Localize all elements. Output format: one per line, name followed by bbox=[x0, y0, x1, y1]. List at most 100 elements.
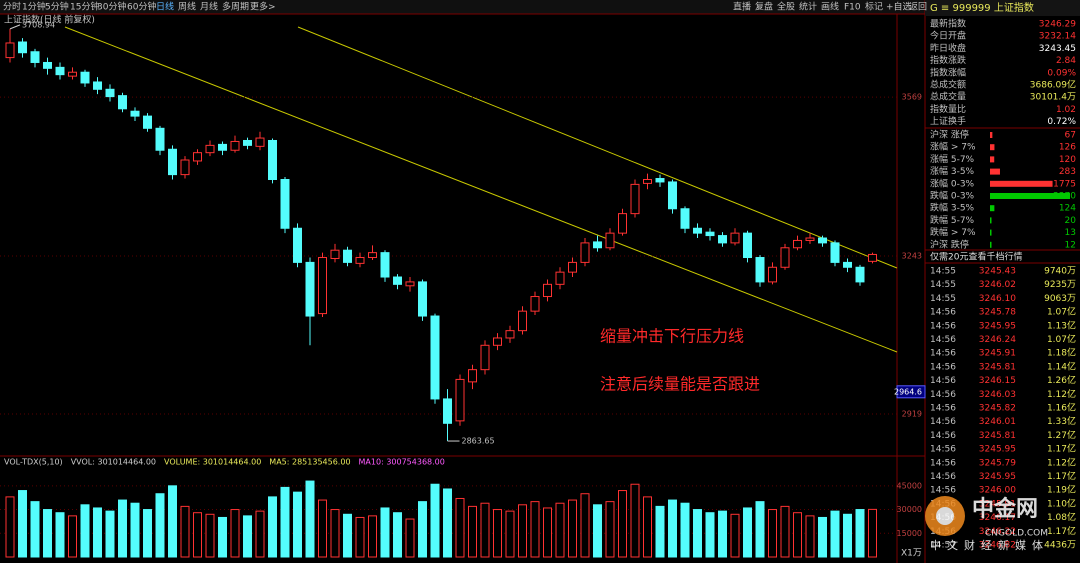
tick-time: 14:56 bbox=[930, 417, 956, 427]
tick-price: 3246.00 bbox=[979, 486, 1016, 496]
volume-bar bbox=[80, 504, 90, 558]
candle-body bbox=[380, 252, 390, 278]
quote-value: 3232.14 bbox=[1039, 32, 1076, 42]
period-tab[interactable]: 5分钟 bbox=[45, 1, 69, 13]
candle-body bbox=[793, 239, 802, 249]
tick-volume: 1.10亿 bbox=[1047, 497, 1076, 509]
breadth-label: 跌幅 0-3% bbox=[930, 190, 975, 202]
candle-body bbox=[855, 266, 865, 283]
volume-bar bbox=[405, 518, 415, 558]
period-tab[interactable]: 1分钟 bbox=[22, 1, 46, 13]
candle-body bbox=[330, 249, 340, 259]
breadth-bar bbox=[990, 132, 993, 138]
breadth-count: 283 bbox=[1059, 167, 1076, 177]
tick-price: 3246.02 bbox=[979, 280, 1016, 290]
quote-label: 指数涨跌 bbox=[930, 54, 966, 66]
tick-price: 3245.79 bbox=[979, 458, 1016, 468]
volume-bar bbox=[443, 488, 452, 558]
volume-bar bbox=[543, 507, 552, 558]
tick-time: 14:56 bbox=[930, 308, 956, 318]
tick-price: 3245.95 bbox=[979, 445, 1016, 455]
tool-button[interactable]: 返回 bbox=[909, 1, 927, 13]
candle-body bbox=[493, 337, 502, 346]
period-tab[interactable]: 月线 bbox=[200, 1, 218, 13]
breadth-bar bbox=[990, 205, 995, 212]
tick-time: 14:55 bbox=[930, 280, 956, 290]
candle-body bbox=[68, 71, 77, 77]
quote-value: 3686.09亿 bbox=[1030, 79, 1076, 91]
candle-body bbox=[705, 231, 715, 237]
tool-button[interactable]: 画线 bbox=[821, 1, 839, 13]
tick-price: 3246.01 bbox=[979, 417, 1016, 427]
tool-button[interactable]: +自选 bbox=[886, 1, 912, 13]
tool-button[interactable]: 复盘 bbox=[755, 1, 773, 13]
volume-bar bbox=[243, 515, 252, 558]
volume-bar bbox=[668, 499, 677, 558]
volume-bar bbox=[855, 509, 865, 558]
tick-volume: 1.27亿 bbox=[1047, 429, 1076, 441]
tool-button[interactable]: 全股 bbox=[777, 1, 795, 13]
candle-body bbox=[680, 208, 690, 229]
volume-bar bbox=[330, 509, 340, 558]
candle-body bbox=[693, 227, 702, 234]
volume-bar bbox=[18, 490, 27, 558]
volume-bar bbox=[555, 502, 565, 558]
tick-volume: 1.17亿 bbox=[1047, 470, 1076, 482]
period-tab[interactable]: 日线 bbox=[156, 1, 174, 13]
volume-tick-label: 30000 bbox=[897, 505, 922, 514]
breadth-count: 20 bbox=[1065, 216, 1077, 226]
candle-body bbox=[518, 310, 527, 332]
candle-body bbox=[555, 271, 565, 285]
quote-header: G ≡ 999999 上证指数 bbox=[930, 1, 1034, 14]
tool-button[interactable]: 统计 bbox=[799, 1, 817, 13]
period-tab[interactable]: 60分钟 bbox=[127, 1, 156, 13]
period-tab[interactable]: 多周期 bbox=[222, 1, 249, 13]
period-tab[interactable]: 周线 bbox=[178, 1, 196, 13]
period-tab[interactable]: 分时 bbox=[3, 1, 21, 13]
candle-body bbox=[593, 241, 602, 249]
volume-tick-label: 15000 bbox=[897, 529, 922, 538]
chart-title: 上证指数(日线 前复权) bbox=[4, 14, 95, 26]
volume-bar bbox=[55, 512, 65, 558]
volume-bar bbox=[218, 516, 227, 558]
candle-body bbox=[168, 148, 177, 176]
tool-button[interactable]: 直播 bbox=[733, 1, 751, 13]
quote-label: 指数量比 bbox=[930, 103, 966, 115]
tick-volume: 1.07亿 bbox=[1047, 306, 1076, 318]
candle-body bbox=[305, 261, 315, 317]
promo[interactable]: 仅需20元查看千档行情 bbox=[930, 251, 1022, 263]
tick-time: 14:56 bbox=[930, 335, 956, 345]
breadth-label: 涨幅 0-3% bbox=[930, 177, 975, 189]
annotation: 缩量冲击下行压力线 bbox=[600, 327, 744, 346]
period-tab[interactable]: 更多> bbox=[250, 1, 276, 13]
tick-price: 3245.43 bbox=[979, 267, 1016, 277]
volume-header: VOL-TDX(5,10) bbox=[4, 458, 63, 467]
tool-button[interactable]: F10 bbox=[844, 3, 861, 13]
volume-bar bbox=[593, 504, 602, 558]
candle-body bbox=[718, 235, 727, 244]
volume-bar bbox=[205, 513, 215, 558]
period-tab[interactable]: 15分钟 bbox=[70, 1, 99, 13]
period-tab[interactable]: 30分钟 bbox=[97, 1, 126, 13]
breadth-bar bbox=[990, 180, 1053, 187]
volume-bar bbox=[530, 501, 540, 558]
candle-body bbox=[193, 152, 202, 162]
tool-button[interactable]: 标记 bbox=[865, 1, 883, 13]
tick-volume: 1.07亿 bbox=[1047, 333, 1076, 345]
tick-time: 14:56 bbox=[930, 390, 956, 400]
tick-price: 3245.95 bbox=[979, 472, 1016, 482]
tick-volume: 1.16亿 bbox=[1047, 402, 1076, 414]
high-pointer bbox=[9, 24, 21, 30]
breadth-bar bbox=[990, 193, 1070, 199]
candle-body bbox=[143, 115, 152, 129]
volume-bar bbox=[418, 501, 427, 558]
trend-line bbox=[64, 26, 898, 353]
breadth-count: 67 bbox=[1065, 131, 1076, 141]
candle-body bbox=[268, 139, 277, 180]
tick-volume: 1.17亿 bbox=[1047, 525, 1076, 537]
tick-time: 14:56 bbox=[930, 486, 956, 496]
volume-bar bbox=[280, 486, 290, 558]
candle-body bbox=[805, 237, 815, 241]
breadth-count: 2270 bbox=[1053, 192, 1076, 202]
